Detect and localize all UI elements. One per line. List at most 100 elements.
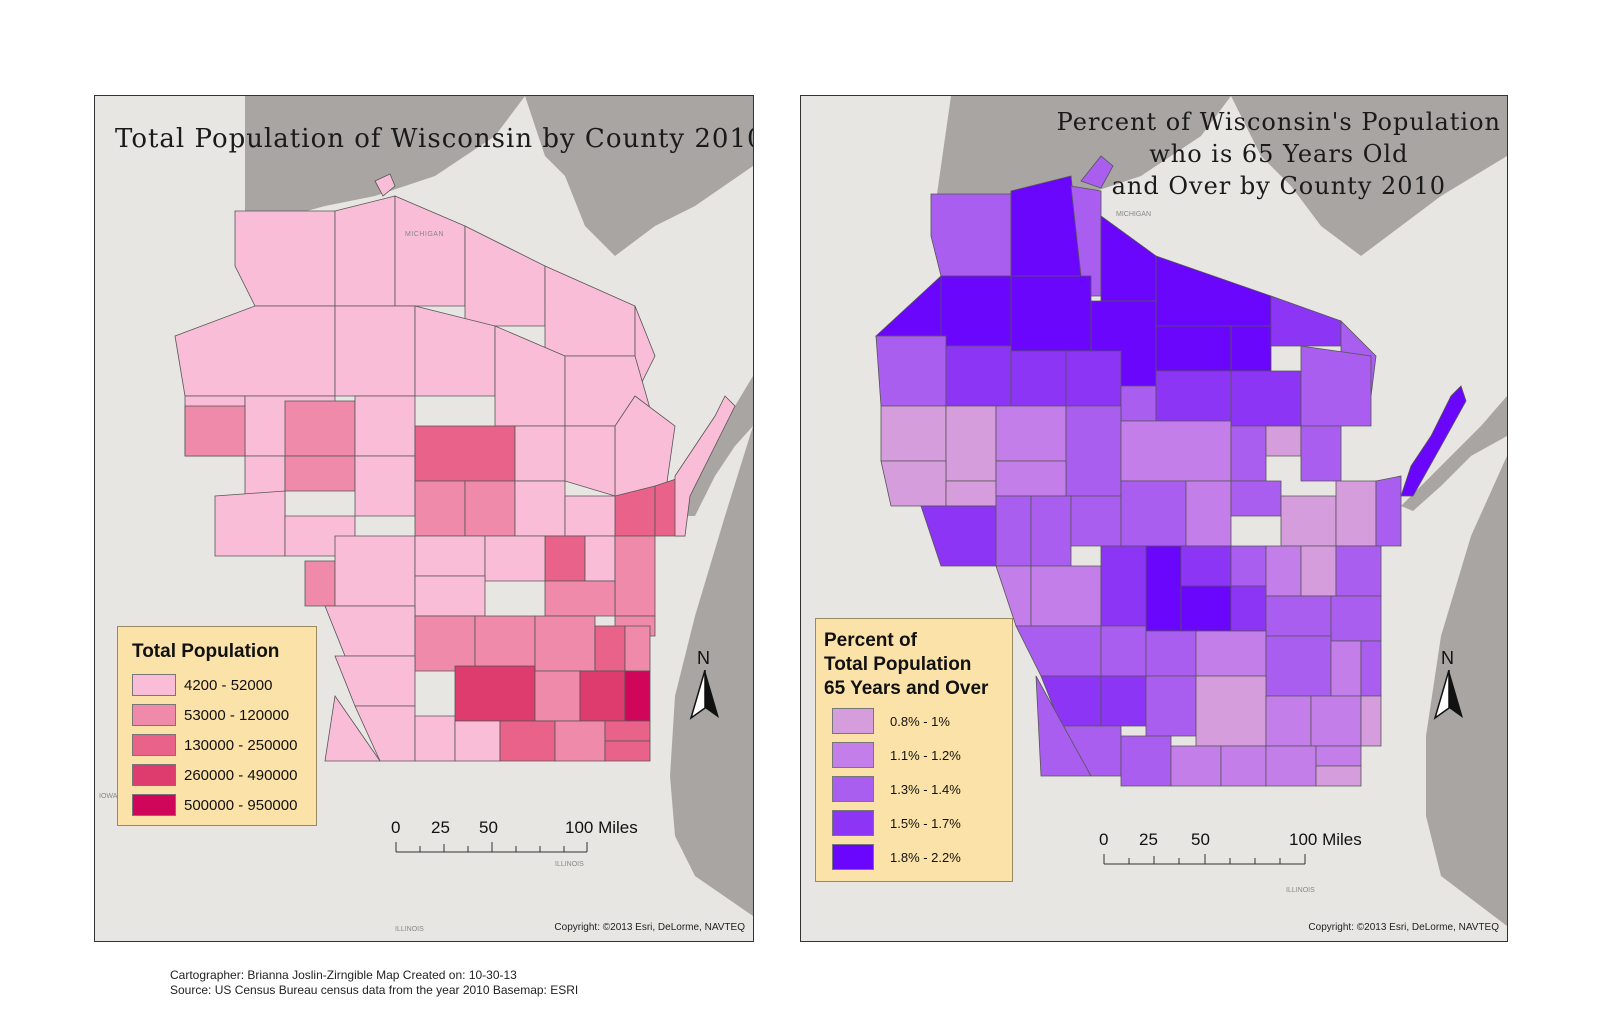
map-title-percent-65-plus: Percent of Wisconsin's Population who is… xyxy=(1057,106,1501,202)
legend-item: 1.8% - 2.2% xyxy=(832,843,961,871)
basemap-label-illinois: ILLINOIS xyxy=(1286,887,1315,894)
county-iowa xyxy=(1100,675,1147,727)
county-calumet2 xyxy=(1300,545,1337,597)
scale-label-25: 25 xyxy=(1139,830,1158,849)
map-panel-total-population: MICHIGAN ILLINOIS ILLINOIS IOWA Total Po… xyxy=(94,95,754,942)
lake-superior-east xyxy=(1231,96,1507,256)
county-pierce xyxy=(880,460,947,507)
county-c3 xyxy=(354,395,416,457)
legend-item: 500000 - 950000 xyxy=(132,793,297,817)
county-polk xyxy=(875,335,947,407)
county-oneida xyxy=(1155,325,1232,372)
county-washington xyxy=(1330,640,1362,697)
county-columbia xyxy=(1195,630,1267,677)
county-c7 xyxy=(414,480,466,537)
county-door-peninsula xyxy=(1400,385,1467,497)
county-winnebago xyxy=(414,425,516,482)
county-monroe xyxy=(1030,565,1102,627)
county-jefferson xyxy=(1265,695,1312,747)
county-kenosha xyxy=(604,740,651,762)
county-barron xyxy=(945,345,1012,407)
county-brown xyxy=(1280,495,1337,547)
county-waupaca xyxy=(1185,480,1232,547)
legend-item-label: 0.8% - 1% xyxy=(890,713,950,729)
county-rock2 xyxy=(499,720,556,762)
scale-bar: 0 25 50 100 Miles xyxy=(1099,830,1362,870)
county-c14 xyxy=(414,575,486,617)
legend-title: Total Population xyxy=(132,641,280,662)
county-adams xyxy=(1145,545,1182,632)
legend-item: 1.5% - 1.7% xyxy=(832,809,961,837)
county-milwaukee xyxy=(624,670,651,722)
legend-item-label: 53000 - 120000 xyxy=(184,706,290,724)
copyright-text: Copyright: ©2013 Esri, DeLorme, NAVTEQ xyxy=(554,922,745,933)
county-washburn xyxy=(940,275,1012,347)
county-c10 xyxy=(564,495,616,537)
legend-item-label: 500000 - 950000 xyxy=(184,796,298,814)
county-door xyxy=(1375,475,1402,547)
scale-ticks xyxy=(395,842,588,853)
scale-label-50: 50 xyxy=(1191,830,1210,849)
county-c13 xyxy=(484,535,546,582)
county-ozaukee xyxy=(624,625,651,672)
legend-item-label: 4200 - 52000 xyxy=(184,676,273,694)
county-sw7 xyxy=(324,694,381,762)
county-jefferson xyxy=(534,670,581,722)
legend-swatch xyxy=(132,764,176,786)
apostle-islands xyxy=(374,173,396,197)
county-walworth xyxy=(554,720,606,762)
county-portage xyxy=(1120,480,1187,547)
county-clark xyxy=(1065,405,1122,497)
north-arrow-icon xyxy=(689,670,719,720)
scale-label-50: 50 xyxy=(479,818,498,837)
lake-superior xyxy=(245,96,525,236)
credits-line-1: Cartographer: Brianna Joslin-Zirngible M… xyxy=(170,968,517,982)
county-nw xyxy=(234,210,336,307)
copyright-text: Copyright: ©2013 Esri, DeLorme, NAVTEQ xyxy=(1308,922,1499,933)
county-green xyxy=(414,715,456,762)
county-c4 xyxy=(354,455,416,517)
total-population-map[interactable]: MICHIGAN ILLINOIS ILLINOIS IOWA xyxy=(95,96,753,941)
county-juneau xyxy=(1100,545,1147,627)
legend-item-label: 1.5% - 1.7% xyxy=(890,815,961,831)
county-dodge xyxy=(1265,635,1332,697)
map-title-total-population: Total Population of Wisconsin by County … xyxy=(115,124,754,154)
legend-item-label: 130000 - 250000 xyxy=(184,736,298,754)
county-washington xyxy=(594,625,626,672)
county-marinette2 xyxy=(1300,345,1372,427)
county-outagamie xyxy=(544,535,586,582)
map-credits: Cartographer: Brianna Joslin-Zirngible M… xyxy=(170,968,578,998)
county-chippewa xyxy=(995,405,1067,462)
legend-swatch xyxy=(832,776,874,802)
basemap-label-illinois-2: ILLINOIS xyxy=(395,926,424,933)
scale-label-100: 100 Miles xyxy=(565,818,638,837)
county-dunn xyxy=(945,405,997,482)
county-forest xyxy=(1230,325,1272,372)
lake-superior-east xyxy=(525,96,753,256)
scale-label-0: 0 xyxy=(391,818,401,837)
basemap-label-illinois: ILLINOIS xyxy=(555,861,584,868)
county-outagamie xyxy=(1230,480,1282,517)
county-eauclaire xyxy=(995,460,1067,497)
county-sw1 xyxy=(214,490,286,557)
county-milwaukee xyxy=(1360,695,1382,747)
county-c15 xyxy=(474,615,536,672)
basemap-label-michigan: MICHIGAN xyxy=(405,231,444,238)
legend-title-line-2: Total Population xyxy=(824,654,972,675)
county-langlade xyxy=(1155,370,1232,427)
scale-bar: 0 25 50 100 Miles xyxy=(391,818,638,858)
county-polygons xyxy=(874,175,1402,787)
north-label: N xyxy=(1441,648,1454,668)
county-jackson xyxy=(1030,495,1072,567)
county-lacrosse xyxy=(304,560,336,607)
county-dane xyxy=(454,665,536,722)
legend-item-label: 1.3% - 1.4% xyxy=(890,781,961,797)
north-arrow: N xyxy=(685,648,725,728)
county-c5 xyxy=(514,425,566,482)
map-title-line-1: Percent of Wisconsin's Population xyxy=(1056,108,1501,136)
county-c8 xyxy=(464,480,516,537)
county-lincoln xyxy=(1120,385,1157,422)
county-dane2 xyxy=(1195,675,1267,747)
legend-title-line-1: Percent of xyxy=(824,630,917,651)
lake-michigan xyxy=(670,426,753,916)
